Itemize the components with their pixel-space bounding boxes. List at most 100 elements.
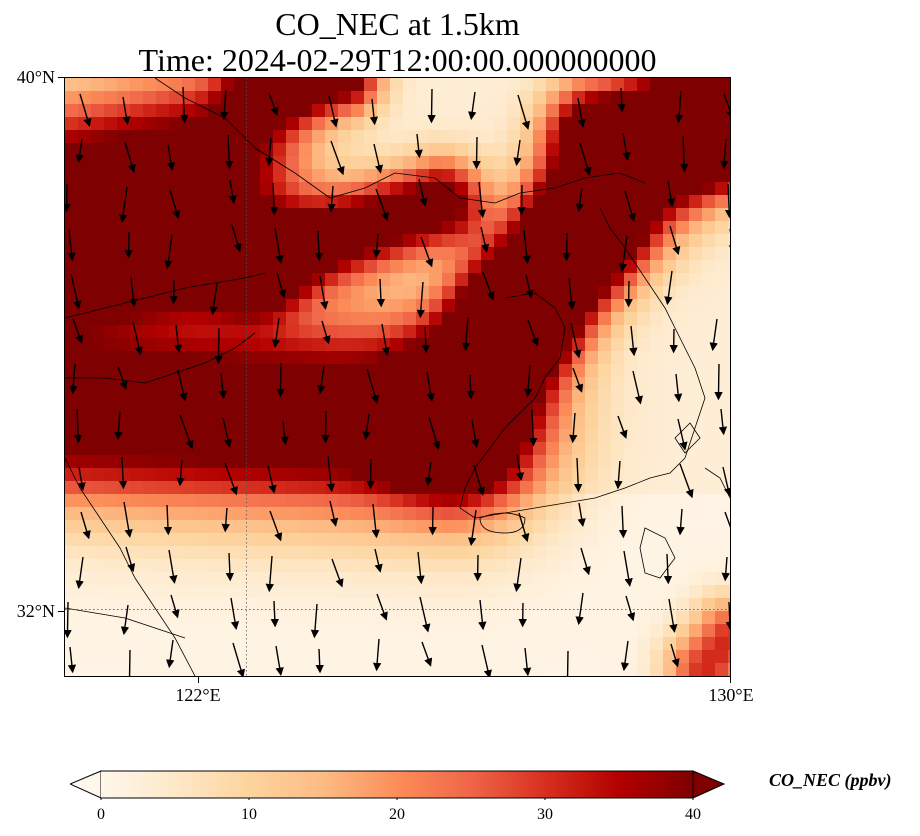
field-cell [663, 442, 677, 456]
field-cell [143, 325, 157, 339]
field-cell [403, 234, 417, 248]
field-cell [234, 182, 248, 196]
field-cell [650, 91, 664, 105]
field-cell [195, 416, 209, 430]
field-cell [481, 91, 495, 105]
field-cell [507, 169, 521, 183]
field-cell [650, 247, 664, 261]
field-cell [715, 637, 729, 651]
field-cell [559, 481, 573, 495]
field-cell [598, 416, 612, 430]
field-cell [182, 286, 196, 300]
field-cell [455, 104, 469, 118]
field-cell [507, 208, 521, 222]
field-cell [130, 325, 144, 339]
field-cell [624, 377, 638, 391]
field-cell [104, 507, 118, 521]
field-cell [624, 104, 638, 118]
field-cell [78, 195, 92, 209]
field-cell [598, 637, 612, 651]
field-cell [247, 416, 261, 430]
field-cell [429, 468, 443, 482]
field-cell [390, 598, 404, 612]
field-cell [611, 585, 625, 599]
field-cell [143, 156, 157, 170]
field-cell [546, 403, 560, 417]
field-cell [689, 169, 703, 183]
field-cell [286, 546, 300, 560]
field-cell [689, 143, 703, 157]
field-cell [611, 533, 625, 547]
field-cell [637, 494, 651, 508]
field-cell [273, 364, 287, 378]
field-cell [325, 156, 339, 170]
wind-arrow [314, 230, 324, 262]
field-cell [130, 260, 144, 274]
field-cell [546, 390, 560, 404]
field-cell [468, 299, 482, 313]
field-cell [351, 299, 365, 313]
field-cell [260, 364, 274, 378]
field-cell [676, 351, 690, 365]
field-cell [273, 390, 287, 404]
field-cell [598, 78, 612, 92]
field-cell [338, 169, 352, 183]
field-cell [78, 637, 92, 651]
field-cell [481, 325, 495, 339]
field-cell [234, 416, 248, 430]
field-cell [494, 169, 508, 183]
field-cell [104, 546, 118, 560]
field-cell [676, 507, 690, 521]
field-cell [715, 455, 729, 469]
wind-arrow [709, 318, 718, 352]
field-cell [286, 286, 300, 300]
field-cell [247, 286, 261, 300]
field-cell [182, 195, 196, 209]
field-cell [416, 442, 430, 456]
wind-arrow [617, 415, 628, 439]
field-cell [429, 221, 443, 235]
field-cell [637, 312, 651, 326]
field-cell [195, 286, 209, 300]
field-cell [156, 104, 170, 118]
field-cell [260, 533, 274, 547]
field-cell [403, 104, 417, 118]
wind-arrow [673, 373, 683, 403]
field-cell [351, 416, 365, 430]
field-cell [598, 650, 612, 664]
field-cell [247, 403, 261, 417]
field-cell [91, 299, 105, 313]
field-cell [169, 533, 183, 547]
field-cell [312, 429, 326, 443]
field-cell [312, 520, 326, 534]
field-cell [468, 442, 482, 456]
field-cell [442, 455, 456, 469]
field-cell [169, 507, 183, 521]
field-cell [260, 494, 274, 508]
field-cell [715, 91, 729, 105]
field-cell [234, 403, 248, 417]
field-cell [559, 104, 573, 118]
field-cell [117, 182, 131, 196]
field-cell [377, 533, 391, 547]
field-cell [572, 403, 586, 417]
map-panel [64, 77, 731, 677]
field-cell [637, 611, 651, 625]
field-cell [364, 273, 378, 287]
field-cell [91, 494, 105, 508]
field-cell [494, 247, 508, 261]
field-cell [585, 156, 599, 170]
field-cell [156, 312, 170, 326]
field-cell [663, 559, 677, 573]
field-cell [195, 390, 209, 404]
field-cell [481, 312, 495, 326]
field-cell [442, 598, 456, 612]
field-cell [520, 338, 534, 352]
field-cell [637, 117, 651, 131]
field-cell [702, 247, 716, 261]
field-cell [507, 481, 521, 495]
field-cell [390, 273, 404, 287]
field-cell [663, 533, 677, 547]
field-cell [468, 156, 482, 170]
field-cell [221, 234, 235, 248]
